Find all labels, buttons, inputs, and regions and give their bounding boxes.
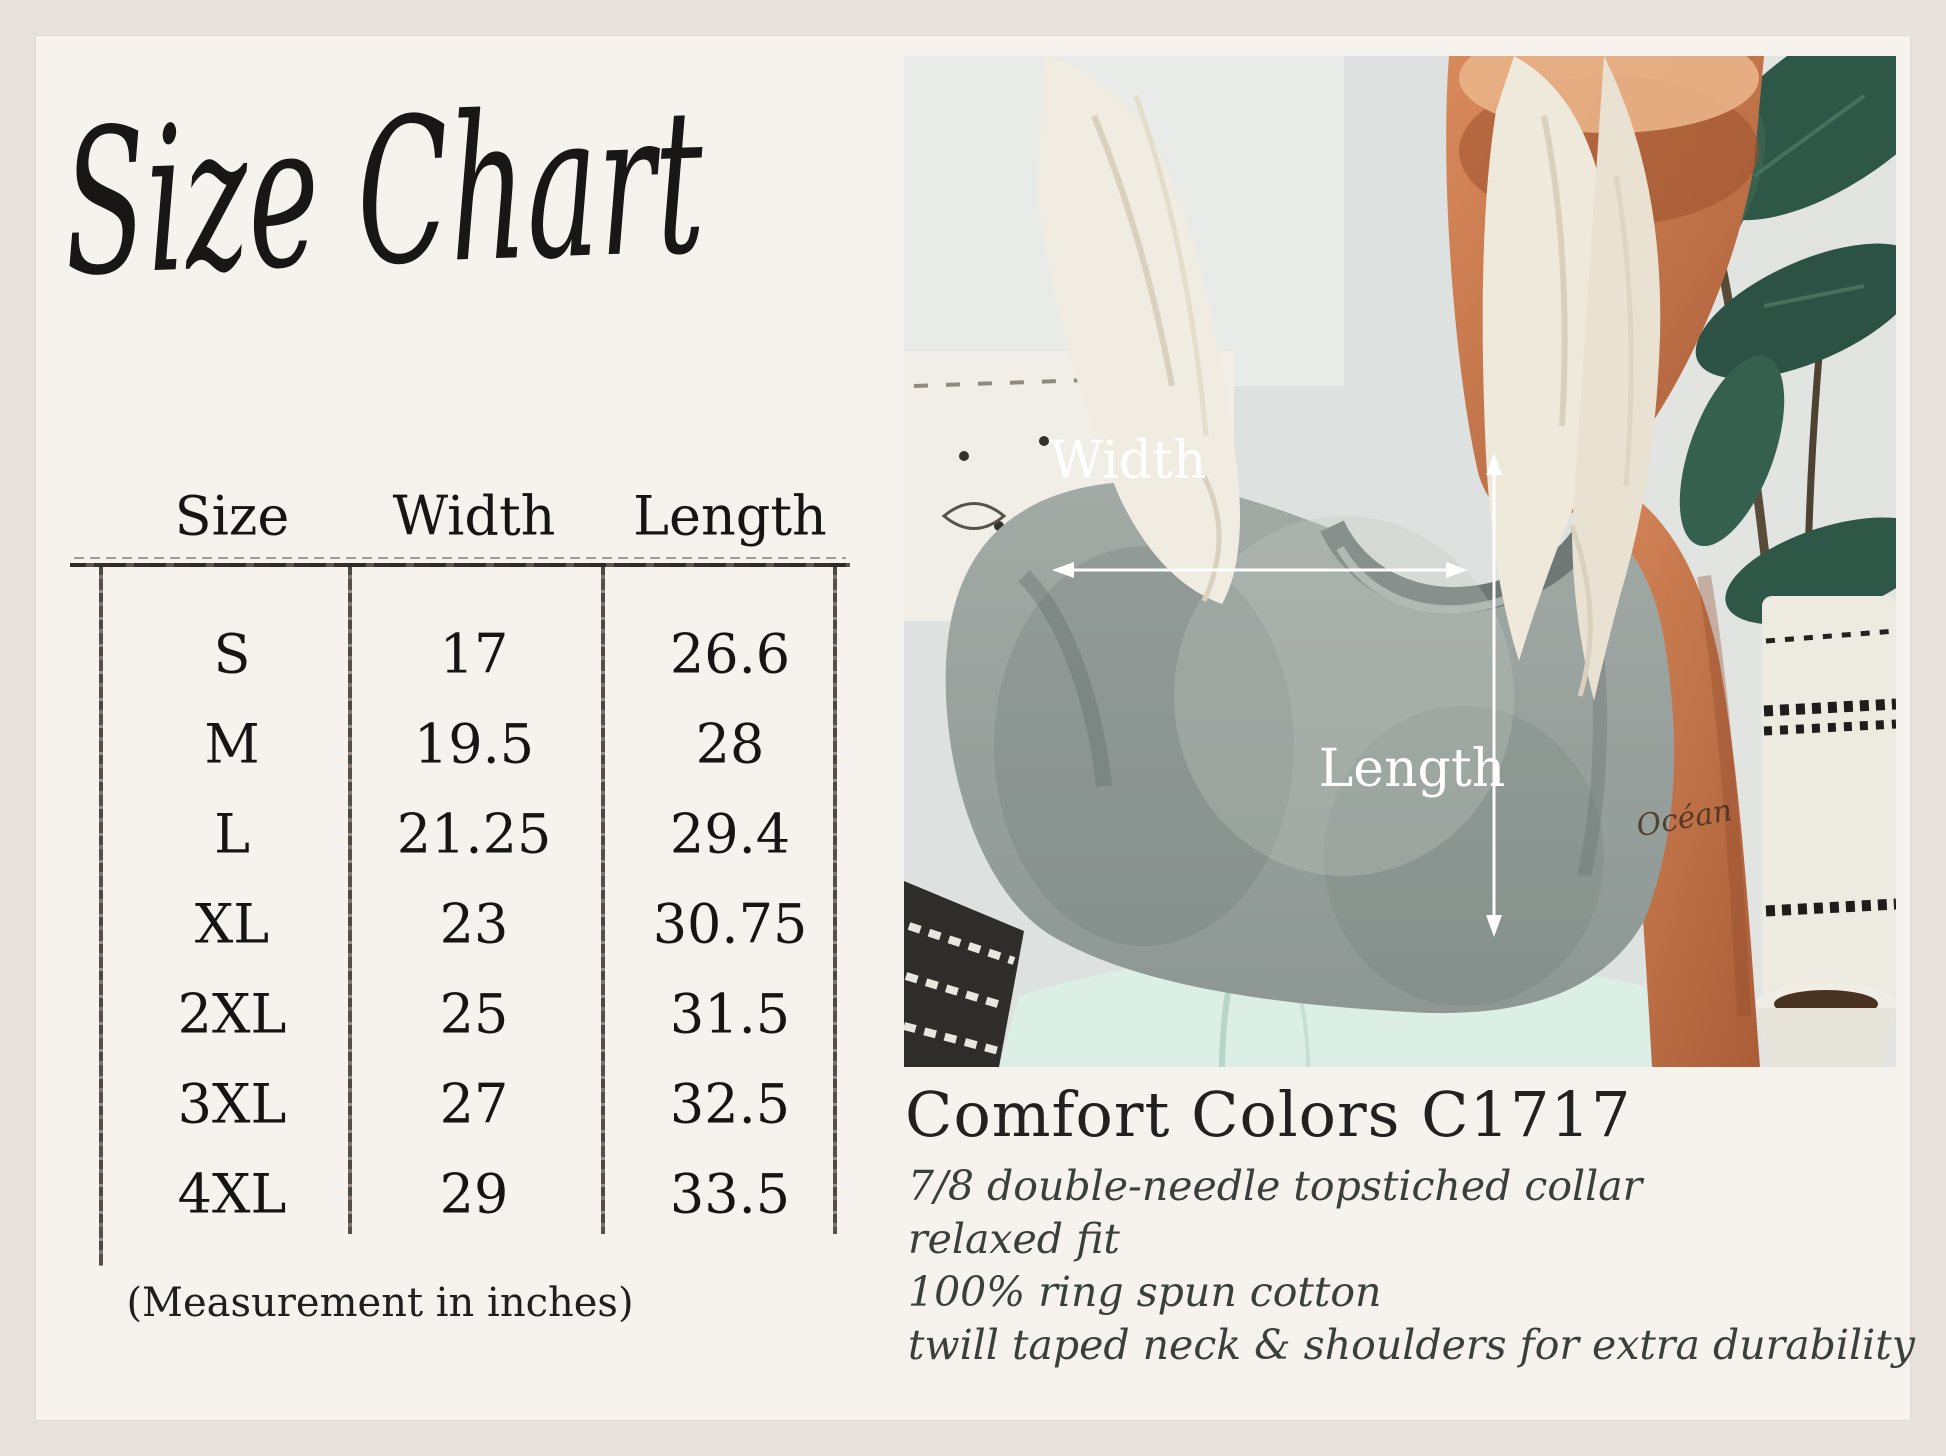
table-cell: 27 [439, 1072, 509, 1136]
table-row: 4XL 29 33.5 [70, 1149, 850, 1239]
size-table-header: Size Width Length [70, 470, 850, 562]
table-cell: S [213, 622, 251, 686]
product-detail-line: 7/8 double-needle topstiched collar [908, 1162, 1643, 1210]
product-detail-line: twill taped neck & shoulders for extra d… [908, 1321, 1915, 1369]
table-cell: 21.25 [396, 802, 552, 866]
table-cell: 31.5 [669, 982, 791, 1046]
table-rule-vertical [833, 566, 837, 1234]
width-arrow [1052, 562, 1468, 578]
towel [1762, 596, 1896, 1006]
table-rule-vertical [601, 566, 605, 1234]
size-table-body: S 17 26.6 M 19.5 28 L 21.25 29.4 XL 23 30.75 2XL 25 31… [70, 609, 850, 1239]
table-cell: 4XL [177, 1162, 287, 1226]
length-arrow [1486, 453, 1502, 937]
table-row: M 19.5 28 [70, 699, 850, 789]
table-cell: 30.75 [652, 892, 808, 956]
plant-pot [1754, 983, 1896, 1067]
table-row: L 21.25 29.4 [70, 789, 850, 879]
table-cell: 32.5 [669, 1072, 791, 1136]
table-cell: 26.6 [669, 622, 791, 686]
size-chart-table: Size Width Length S 17 26.6 M 19.5 28 L 21.25 29.4… [70, 470, 850, 1280]
product-heading: Comfort Colors C1717 [905, 1078, 1632, 1151]
table-cell: 29.4 [669, 802, 791, 866]
table-cell: M [204, 712, 260, 776]
hair-right [1482, 56, 1661, 701]
table-rule-horizontal [70, 557, 850, 567]
product-details: 7/8 double-needle topstiched collar rela… [908, 1160, 1915, 1372]
blanket [904, 881, 1024, 1067]
table-row: 3XL 27 32.5 [70, 1059, 850, 1149]
table-rule-vertical [99, 566, 103, 1266]
measurement-note: (Measurement in inches) [126, 1280, 634, 1326]
table-rule-vertical [348, 566, 352, 1234]
table-cell: XL [194, 892, 270, 956]
product-detail-line: 100% ring spun cotton [908, 1268, 1382, 1316]
table-row: XL 23 30.75 [70, 879, 850, 969]
product-detail-line: relaxed fit [908, 1215, 1120, 1263]
page-title-art: Size Chart [60, 66, 708, 321]
length-label: Length [1319, 739, 1505, 799]
hair-left [1038, 56, 1240, 604]
table-cell: 33.5 [669, 1162, 791, 1226]
table-cell: 19.5 [413, 712, 535, 776]
table-row: S 17 26.6 [70, 609, 850, 699]
table-cell: 28 [695, 712, 765, 776]
t-shirt [945, 481, 1675, 1014]
table-row: 2XL 25 31.5 [70, 969, 850, 1059]
table-cell: 29 [439, 1162, 509, 1226]
table-cell: L [214, 802, 250, 866]
page-title: Size Chart [60, 66, 708, 321]
table-header-cell: Size [174, 484, 290, 548]
product-photo: Océan Width Length [904, 56, 1896, 1067]
table-cell: 3XL [177, 1072, 287, 1136]
table-header-cell: Length [633, 484, 827, 548]
width-label: Width [1050, 431, 1207, 491]
table-cell: 25 [439, 982, 509, 1046]
table-header-cell: Width [392, 484, 556, 548]
table-cell: 2XL [177, 982, 287, 1046]
table-cell: 17 [439, 622, 509, 686]
table-cell: 23 [439, 892, 509, 956]
product-photo-illustration: Océan Width Length [904, 56, 1896, 1067]
